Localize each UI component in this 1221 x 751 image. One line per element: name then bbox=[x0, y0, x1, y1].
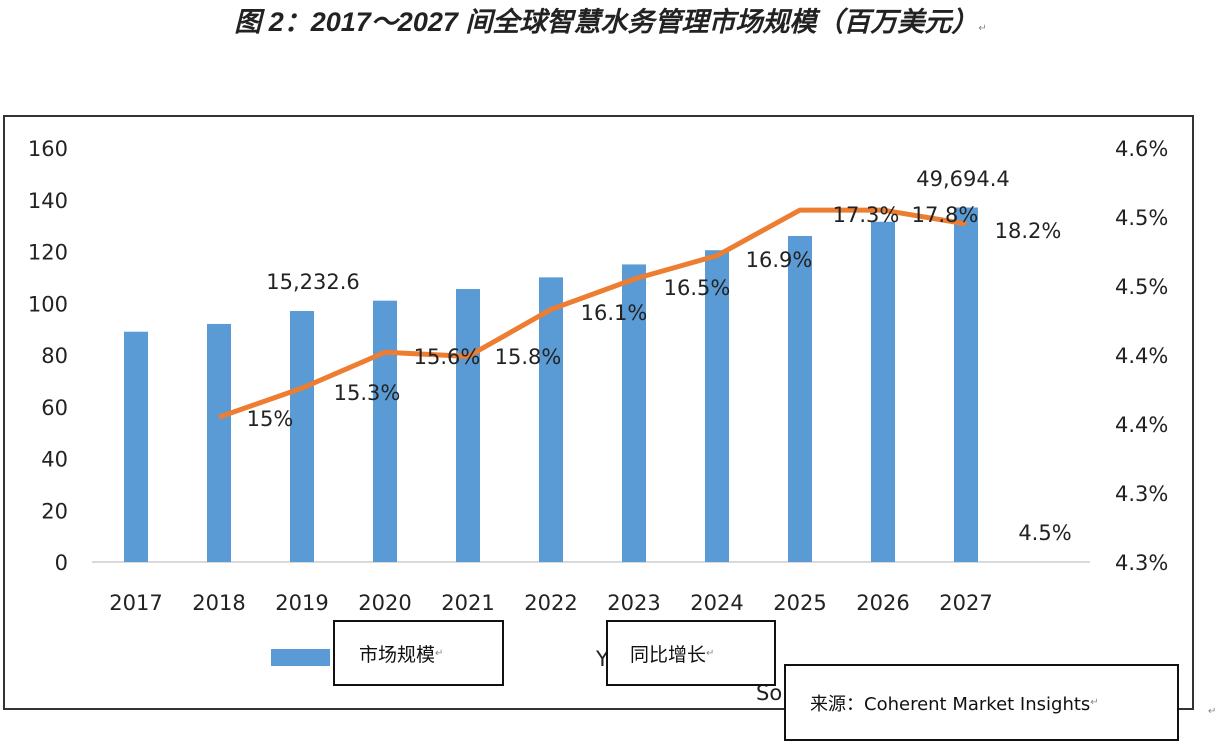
x-tick-label: 2021 bbox=[441, 591, 494, 615]
source-box: 来源：Coherent Market Insights ↵ bbox=[784, 664, 1179, 741]
bar-2027 bbox=[954, 207, 978, 562]
source-text: 来源：Coherent Market Insights bbox=[810, 693, 1091, 715]
bar-2017 bbox=[124, 331, 148, 562]
y-left-tick-label: 120 bbox=[28, 241, 68, 265]
x-tick-label: 2019 bbox=[275, 591, 328, 615]
bar-2020 bbox=[373, 300, 397, 562]
bar-2019 bbox=[290, 311, 314, 562]
x-tick-label: 2020 bbox=[358, 591, 411, 615]
line-data-label: 16.5% bbox=[664, 276, 731, 300]
extra-data-label: 4.5% bbox=[1018, 521, 1071, 545]
bar-2021 bbox=[456, 289, 480, 562]
y-left-tick-label: 0 bbox=[55, 551, 68, 575]
chart-frame bbox=[3, 115, 1194, 710]
legend-bar-label-box: 市场规模 ↵ bbox=[333, 620, 504, 686]
bar-2024 bbox=[705, 250, 729, 563]
x-tick-label: 2018 bbox=[192, 591, 245, 615]
legend-hidden-text: Y bbox=[595, 647, 609, 671]
growth-line bbox=[218, 207, 967, 420]
y-right-tick-label: 4.3% bbox=[1115, 551, 1168, 575]
return-mark: ↵ bbox=[706, 647, 715, 659]
line-data-label: 18.2% bbox=[995, 219, 1062, 243]
x-tick-label: 2022 bbox=[524, 591, 577, 615]
y-right-tick-label: 4.5% bbox=[1115, 206, 1168, 230]
y-left-tick-label: 20 bbox=[41, 499, 68, 523]
line-data-label: 17.8% bbox=[912, 203, 979, 227]
y-left-tick-label: 100 bbox=[28, 292, 68, 316]
chart-title-text: 图 2：2017～2027 间全球智慧水务管理市场规模（百万美元） bbox=[234, 7, 979, 37]
return-mark: ↵ bbox=[978, 23, 987, 34]
x-tick-label: 2026 bbox=[856, 591, 909, 615]
y-left-tick-label: 80 bbox=[41, 344, 68, 368]
x-tick-label: 2027 bbox=[939, 591, 992, 615]
legend-bar-label: 市场规模 bbox=[359, 643, 436, 666]
y-left-tick-label: 160 bbox=[28, 137, 68, 161]
legend-line-label: 同比增长 bbox=[630, 643, 707, 666]
bar-2022 bbox=[539, 277, 563, 562]
y-left-tick-label: 40 bbox=[41, 448, 68, 472]
y-right-tick-label: 4.3% bbox=[1115, 482, 1168, 506]
y-left-tick-label: 140 bbox=[28, 189, 68, 213]
line-data-label: 15.3% bbox=[334, 381, 401, 405]
bar-2025 bbox=[788, 235, 812, 562]
chart-title: 图 2：2017～2027 间全球智慧水务管理市场规模（百万美元）↵ bbox=[0, 0, 1221, 39]
return-mark: ↵ bbox=[435, 647, 444, 659]
line-data-label: 15.6% bbox=[414, 345, 481, 369]
bar-data-label: 49,694.4 bbox=[916, 167, 1010, 191]
legend-bar-swatch bbox=[271, 649, 330, 666]
return-mark: ↵ bbox=[1090, 697, 1099, 708]
line-data-label: 17.3% bbox=[833, 203, 900, 227]
legend-line-label-box: 同比增长 ↵ bbox=[606, 620, 776, 686]
line-data-label: 16.9% bbox=[746, 248, 813, 272]
bar-2023 bbox=[622, 264, 646, 562]
y-right-tick-label: 4.4% bbox=[1115, 344, 1168, 368]
return-mark: ↵ bbox=[1208, 706, 1217, 717]
x-tick-label: 2023 bbox=[607, 591, 660, 615]
line-data-label: 15.8% bbox=[495, 345, 562, 369]
bar-2026 bbox=[871, 221, 895, 562]
x-tick-label: 2025 bbox=[773, 591, 826, 615]
x-tick-label: 2017 bbox=[109, 591, 162, 615]
x-tick-label: 2024 bbox=[690, 591, 743, 615]
bar-data-label: 15,232.6 bbox=[266, 270, 360, 294]
y-left-tick-label: 60 bbox=[41, 396, 68, 420]
y-right-tick-label: 4.4% bbox=[1115, 413, 1168, 437]
y-right-tick-label: 4.5% bbox=[1115, 275, 1168, 299]
line-data-label: 15% bbox=[247, 407, 294, 431]
y-right-tick-label: 4.6% bbox=[1115, 137, 1168, 161]
line-data-label: 16.1% bbox=[581, 301, 648, 325]
bar-2018 bbox=[207, 323, 231, 562]
